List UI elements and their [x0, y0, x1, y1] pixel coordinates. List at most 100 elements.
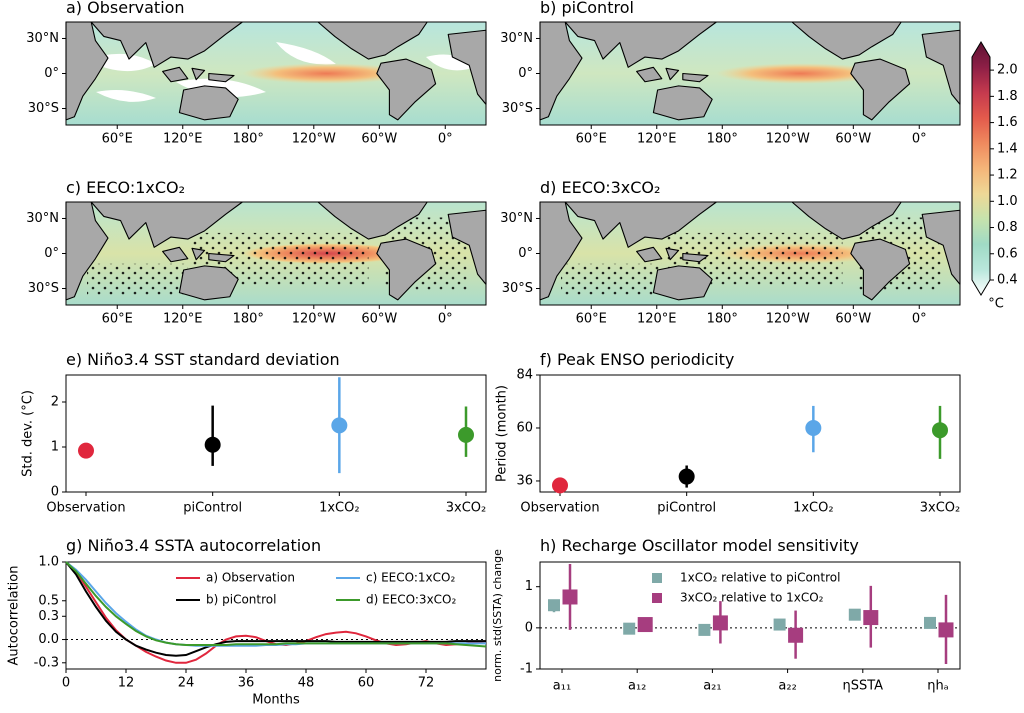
map-panel-a: 60°E 120°E 180° 120°W 60°W 0° 30°N 0° 30°S: [26, 21, 487, 147]
axes-frame: [65, 561, 487, 670]
data-point: [678, 468, 695, 485]
data-point: [548, 599, 560, 612]
colorbar-tick-label: 0.6: [997, 246, 1018, 261]
landmass: [317, 201, 428, 240]
x-tick-label: 60: [358, 676, 375, 691]
data-point: [863, 610, 879, 626]
panel-e-title: e) Niño3.4 SST standard deviation: [66, 350, 340, 369]
low-variance-area: [86, 42, 476, 102]
landmass: [636, 66, 663, 83]
colorbar-tick-label: 1.4: [997, 141, 1018, 156]
y-tick-label: 1: [51, 440, 59, 455]
data-point: [773, 618, 786, 631]
x-tick-label: 48: [298, 676, 315, 691]
landmass: [665, 67, 680, 81]
data-point: [562, 589, 578, 605]
x-tick-label: 1xCO₂: [793, 501, 834, 516]
landmass: [208, 72, 235, 83]
legend-label: 1xCO₂ relative to piControl: [680, 571, 840, 585]
colorbar-tick-label: 1.0: [997, 194, 1018, 209]
lat-tick-label: 0°: [518, 66, 533, 81]
map-panel-c: 60°E 120°E 180° 120°W 60°W 0° 30°N 0° 30°S: [26, 201, 487, 327]
landmass: [178, 265, 239, 301]
lon-tick-label: 120°W: [766, 312, 810, 327]
x-tick-label: 3xCO₂: [920, 501, 961, 516]
lat-tick-label: 30°N: [26, 31, 59, 46]
colorbar-tick-label: 1.8: [997, 89, 1018, 104]
lon-tick-label: 120°W: [292, 132, 336, 147]
y-axis-label: Period (month): [495, 385, 510, 482]
equatorial-warm-tongue: [716, 63, 885, 84]
colorbar-tick-label: 0.4: [997, 273, 1018, 288]
landmass: [652, 85, 713, 121]
y-tick-label: 84: [516, 368, 533, 383]
lon-tick-label: 120°E: [163, 312, 203, 327]
data-point: [204, 436, 221, 453]
significance-stipple: [561, 263, 662, 295]
y-axis-label: Autocorrelation: [7, 566, 22, 666]
lon-tick-label: 60°W: [835, 132, 871, 147]
colorbar-tick-label: 1.2: [997, 168, 1018, 183]
series-line: [65, 561, 487, 648]
data-point: [924, 616, 936, 629]
lat-tick-label: 0°: [518, 246, 533, 261]
lon-tick-label: 120°W: [292, 312, 336, 327]
y-axis-label: norm. std(SSTA) change: [491, 549, 504, 682]
panel-f-title: f) Peak ENSO periodicity: [540, 350, 735, 369]
lat-tick-label: 0°: [44, 66, 59, 81]
y-tick-label: 36: [516, 473, 533, 488]
x-tick-label: 72: [418, 676, 435, 691]
lon-tick-label: 0°: [912, 312, 927, 327]
x-tick-label: 0: [62, 676, 70, 691]
lat-tick-label: 30°S: [502, 101, 533, 116]
landmass: [539, 201, 583, 301]
landmass: [850, 238, 911, 301]
y-tick-label: 2: [51, 395, 59, 410]
landmass: [682, 252, 709, 263]
y-tick-label: 0: [51, 485, 59, 500]
legend-label: d) EECO:3xCO₂: [366, 593, 456, 607]
panel-a-title: a) Observation: [66, 0, 185, 17]
landmass: [162, 66, 189, 83]
lat-tick-label: 30°N: [500, 31, 533, 46]
legend-label: a) Observation: [206, 571, 295, 585]
lon-tick-label: 120°E: [163, 132, 203, 147]
landmass: [208, 252, 235, 263]
data-point: [331, 417, 348, 434]
lon-tick-label: 60°E: [576, 132, 607, 147]
panel-c-title: c) EECO:1xCO₂: [66, 178, 186, 197]
landmass: [682, 72, 709, 83]
legend-label: c) EECO:1xCO₂: [366, 571, 455, 585]
colorbar-unit: °C: [988, 297, 1004, 312]
data-point: [78, 442, 94, 459]
lon-tick-label: 0°: [438, 312, 453, 327]
landmass: [539, 21, 583, 121]
panel-b-title: b) piControl: [540, 0, 634, 17]
lat-tick-label: 30°N: [500, 211, 533, 226]
lon-tick-label: 60°E: [576, 312, 607, 327]
lon-tick-label: 0°: [438, 132, 453, 147]
landmass: [376, 238, 437, 301]
lon-tick-label: 0°: [912, 132, 927, 147]
x-tick-label: piControl: [183, 501, 242, 516]
legend-swatch: [652, 573, 662, 583]
lon-tick-label: 60°E: [102, 312, 133, 327]
colorbar-tick-label: 0.8: [997, 220, 1018, 235]
x-tick-label: a₁₁: [553, 679, 571, 694]
landmass: [90, 201, 243, 248]
landmass: [162, 246, 189, 263]
lon-tick-label: 60°W: [361, 132, 397, 147]
landmass: [90, 21, 243, 68]
data-point: [938, 622, 954, 638]
colorbar-tick-label: 1.6: [997, 115, 1018, 130]
landmass: [178, 85, 239, 121]
data-point: [932, 422, 948, 439]
legend-label: 3xCO₂ relative to 1xCO₂: [680, 591, 824, 605]
landmass: [652, 265, 713, 301]
data-point: [698, 623, 711, 636]
landmass: [665, 247, 680, 261]
x-tick-label: Observation: [520, 501, 599, 516]
y-axis-label: Std. dev. (°C): [21, 390, 36, 477]
lat-tick-label: 30°S: [28, 281, 59, 296]
